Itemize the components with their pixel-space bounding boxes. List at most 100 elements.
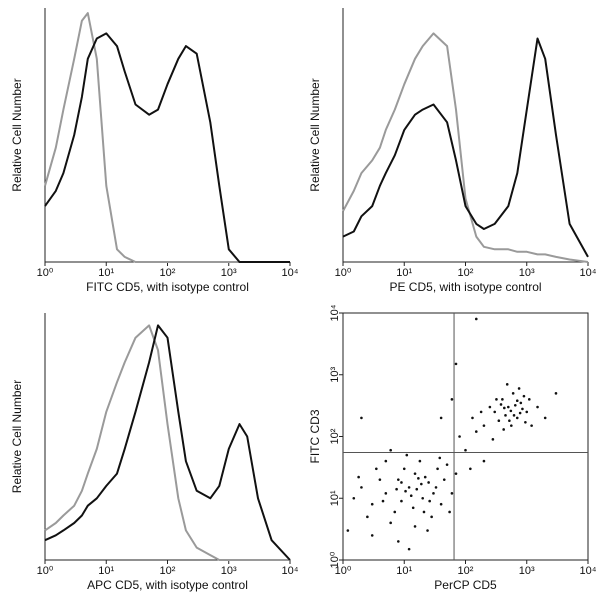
event-dot: [469, 467, 472, 471]
x-tick-label: 10¹: [396, 267, 412, 279]
event-dot: [495, 398, 498, 401]
event-dot: [378, 478, 382, 481]
x-tick-label: 10⁰: [37, 267, 54, 279]
event-dot: [439, 502, 443, 506]
event-dot: [454, 362, 458, 366]
x-tick-label: 10¹: [396, 565, 412, 577]
plot-frame: [342, 312, 589, 561]
event-dot: [407, 486, 411, 489]
y-tick-label: 10¹: [329, 490, 341, 506]
y-tick-label: 10⁰: [329, 551, 341, 568]
event-dot: [527, 398, 531, 401]
x-axis-label: PerCP CD5: [434, 578, 497, 592]
event-dot: [405, 453, 409, 457]
event-dot: [509, 409, 513, 413]
histogram-line: [342, 32, 589, 263]
x-tick-label: 10⁰: [37, 565, 54, 577]
event-dot: [366, 515, 369, 519]
x-tick-label: 10³: [519, 267, 535, 279]
histogram-line: [44, 32, 290, 263]
event-dot: [384, 459, 388, 463]
x-tick-label: 10²: [458, 565, 474, 577]
event-dot: [493, 410, 497, 414]
event-dot: [413, 472, 417, 475]
event-dot: [510, 424, 513, 427]
event-dot: [479, 410, 483, 414]
event-dot: [370, 534, 374, 537]
histogram-line: [44, 324, 291, 561]
event-dot: [439, 416, 443, 420]
event-dot: [450, 398, 454, 401]
x-tick-label: 10³: [519, 565, 535, 577]
event-dot: [375, 467, 378, 471]
event-dot: [426, 529, 429, 532]
y-tick-label: 10²: [329, 428, 341, 444]
event-dot: [418, 459, 422, 463]
event-dot: [497, 419, 501, 423]
event-dot: [454, 472, 458, 475]
event-dot: [518, 411, 522, 415]
x-tick-label: 10⁴: [282, 267, 299, 279]
x-tick-label: 10⁰: [335, 565, 352, 577]
event-dot: [434, 486, 438, 489]
event-dot: [432, 492, 435, 495]
x-tick-label: 10⁰: [335, 267, 352, 279]
event-dot: [397, 540, 400, 543]
event-dot: [438, 456, 442, 460]
event-dot: [423, 475, 427, 479]
event-dot: [508, 419, 511, 423]
event-dot: [499, 403, 503, 406]
event-dot: [357, 475, 360, 479]
event-dot: [474, 317, 478, 321]
x-tick-label: 10⁴: [282, 565, 299, 577]
event-dot: [491, 438, 495, 441]
x-tick-label: 10²: [160, 565, 176, 577]
event-dot: [521, 407, 524, 411]
event-dot: [525, 410, 529, 414]
event-dot: [515, 416, 519, 420]
event-dot: [421, 496, 424, 500]
event-dot: [519, 401, 523, 405]
event-dot: [482, 424, 486, 427]
event-dot: [482, 459, 486, 463]
x-tick-label: 10¹: [98, 267, 114, 279]
event-dot: [442, 478, 446, 481]
event-dot: [536, 405, 539, 409]
event-dot: [427, 481, 430, 484]
x-tick-label: 10¹: [98, 565, 114, 577]
histogram-line: [342, 37, 589, 258]
event-dot: [395, 487, 398, 491]
event-dot: [511, 392, 515, 395]
event-dot: [389, 521, 392, 525]
event-dot: [346, 529, 350, 532]
event-dot: [411, 506, 415, 510]
x-tick-label: 10²: [458, 267, 474, 279]
y-tick-label: 10⁴: [329, 304, 341, 321]
event-dot: [360, 416, 363, 420]
event-dot: [488, 405, 492, 409]
event-dot: [530, 424, 533, 427]
event-dot: [409, 494, 413, 497]
event-dot: [464, 448, 467, 452]
event-dot: [413, 525, 417, 528]
event-dot: [393, 510, 397, 514]
event-dot: [502, 406, 506, 410]
event-dot: [436, 467, 439, 471]
event-dot: [417, 477, 420, 480]
event-dot: [370, 502, 374, 506]
event-dot: [502, 428, 505, 431]
event-dot: [513, 404, 517, 407]
x-tick-label: 10³: [221, 565, 237, 577]
event-dot: [430, 515, 433, 519]
event-dot: [471, 416, 474, 420]
event-dot: [407, 547, 411, 551]
event-dot: [420, 482, 423, 486]
event-dot: [448, 510, 451, 514]
event-dot: [512, 414, 516, 417]
x-axis-label: FITC CD5, with isotype control: [86, 280, 249, 294]
event-dot: [501, 398, 504, 401]
event-dot: [404, 489, 407, 493]
event-dot: [474, 430, 478, 433]
event-dot: [445, 463, 449, 466]
